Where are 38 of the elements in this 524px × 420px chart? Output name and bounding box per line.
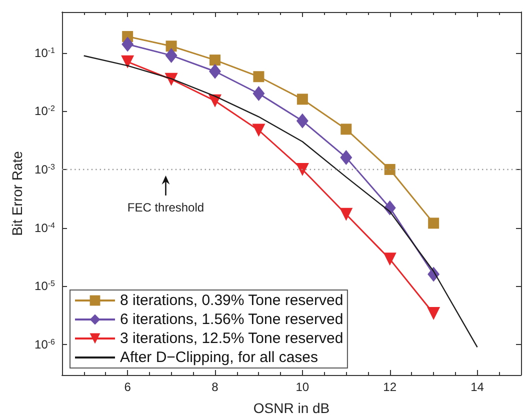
point [166,40,177,52]
x-axis-title: OSNR in dB [253,400,330,416]
y-tick-label: 10$^{-2}$ [34,104,56,118]
y-tick-label: 10$^{-5}$ [34,278,56,294]
point [296,162,309,176]
point [340,208,353,221]
point [209,64,221,79]
point [427,306,440,320]
line-series [83,55,478,348]
point [210,54,220,66]
x-tick-label: 8 [212,380,219,394]
legend-label: 6 iterations, 1.56% Tone reserved [120,311,344,328]
ref-line-label: FEC threshold [127,200,204,214]
point [122,36,134,52]
x-tick-label: 6 [124,380,132,394]
point [296,94,308,105]
point [383,252,396,266]
y-tick-label: 10$^{-3}$ [34,162,56,176]
point [384,164,396,175]
y-tick-label: 10$^{-4}$ [34,220,56,235]
y-tick-label: 10$^{-6}$ [34,336,56,352]
point [428,218,440,229]
point [121,55,134,68]
legend-label: 3 iterations, 12.5% Tone reserved [120,330,344,347]
point [340,150,352,166]
point [253,71,264,82]
point [252,86,265,102]
point [252,124,266,137]
point [296,113,308,128]
legend-label: After D−Clipping, for all cases [120,349,318,366]
x-tick-label: 10 [296,380,310,394]
legend-label: 8 iterations, 0.39% Tone reserved [120,292,344,309]
x-tick-label: 12 [383,380,397,394]
point [340,124,352,135]
y-tick-label: 10$^{-1}$ [34,45,56,60]
point [165,48,178,63]
y-axis-title: Bit Error Rate [9,150,25,236]
x-tick-label: 14 [470,380,484,394]
